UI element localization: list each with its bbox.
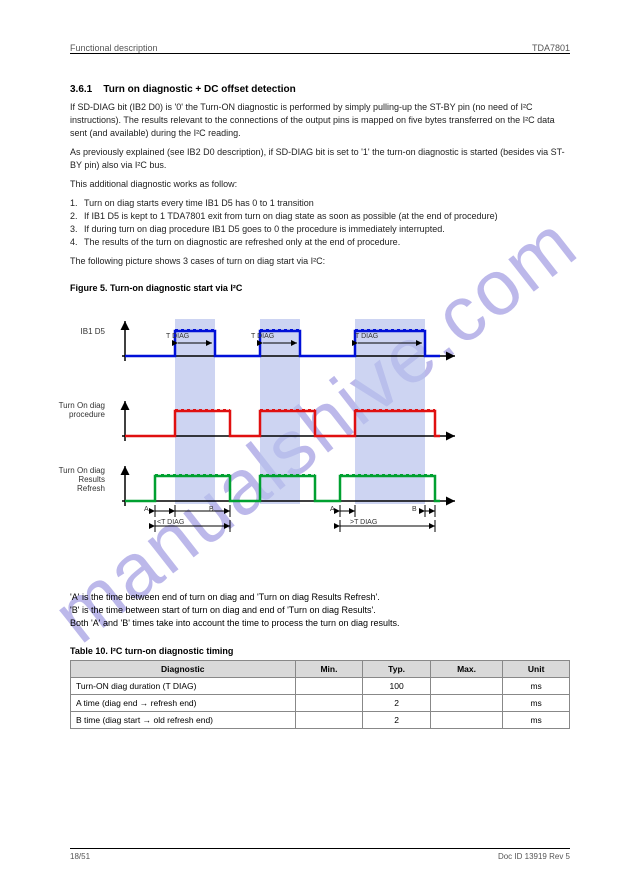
section-title: Turn on diagnostic + DC offset detection xyxy=(103,84,295,95)
section-heading: 3.6.1 Turn on diagnostic + DC offset det… xyxy=(70,84,570,95)
table-cell xyxy=(295,711,363,728)
header-rule xyxy=(70,53,570,54)
table-caption: Table 10. I²C turn-on diagnostic timing xyxy=(70,646,570,656)
bullet: 1. xyxy=(70,197,84,210)
header-left: Functional description xyxy=(70,43,158,53)
table-cell xyxy=(430,677,502,694)
figure-caption: Figure 5. Turn-on diagnostic start via I… xyxy=(70,283,570,293)
table-cell: ms xyxy=(503,677,570,694)
timing-diagram: IB1 D5 Turn On diag procedure Turn On di… xyxy=(110,301,510,581)
table-cell: ms xyxy=(503,694,570,711)
spec-table: DiagnosticMin.Typ.Max.Unit Turn-ON diag … xyxy=(70,660,570,729)
section-number: 3.6.1 xyxy=(70,84,92,95)
table-cell: ms xyxy=(503,711,570,728)
para-1: If SD-DIAG bit (IB2 D0) is '0' the Turn-… xyxy=(70,101,570,140)
table-cell: B time (diag start → old refresh end) xyxy=(71,711,296,728)
table-row: A time (diag end → refresh end) 2 ms xyxy=(71,694,570,711)
table-cell xyxy=(295,694,363,711)
table-header: Max. xyxy=(430,660,502,677)
table-cell: Turn-ON diag duration (T DIAG) xyxy=(71,677,296,694)
a-label-1: A xyxy=(144,506,149,513)
table-header: Unit xyxy=(503,660,570,677)
note-b: 'B' is the time between start of turn on… xyxy=(70,604,570,617)
tdiag-label-2: T DIAG xyxy=(251,333,274,340)
table-header: Min. xyxy=(295,660,363,677)
tdiag-label-3: T DIAG xyxy=(355,333,378,340)
body-copy: If SD-DIAG bit (IB2 D0) is '0' the Turn-… xyxy=(70,101,570,269)
footer-right: Doc ID 13919 Rev 5 xyxy=(498,852,570,861)
a-label-2: A xyxy=(330,506,335,513)
table-header: Diagnostic xyxy=(71,660,296,677)
header-right: TDA7801 xyxy=(532,43,570,53)
table-cell: 2 xyxy=(363,711,430,728)
bullet: 3. xyxy=(70,223,84,236)
bullet: 2. xyxy=(70,210,84,223)
table-cell xyxy=(295,677,363,694)
gt-tdiag-label: >T DIAG xyxy=(350,519,377,526)
page-header: Functional description TDA7801 xyxy=(70,43,570,53)
table-cell: 100 xyxy=(363,677,430,694)
list-item: The results of the turn on diagnostic ar… xyxy=(84,236,400,249)
bullet: 4. xyxy=(70,236,84,249)
table-cell xyxy=(430,694,502,711)
figure-notes: 'A' is the time between end of turn on d… xyxy=(70,591,570,630)
signal-label-1: IB1 D5 xyxy=(50,327,105,336)
page-footer: 18/51 Doc ID 13919 Rev 5 xyxy=(70,848,570,861)
table-row: B time (diag start → old refresh end) 2 ms xyxy=(71,711,570,728)
footer-left: 18/51 xyxy=(70,852,90,861)
lt-tdiag-label: <T DIAG xyxy=(157,519,184,526)
note-c: Both 'A' and 'B' times take into account… xyxy=(70,617,570,630)
b-label-1: B xyxy=(209,506,214,513)
table-cell: 2 xyxy=(363,694,430,711)
figure-caption-text: Figure 5. Turn-on diagnostic start via I… xyxy=(70,283,242,293)
signal-label-2: Turn On diag procedure xyxy=(50,401,105,419)
list-item: Turn on diag starts every time IB1 D5 ha… xyxy=(84,197,314,210)
b-label-2: B xyxy=(412,506,417,513)
table-cell: A time (diag end → refresh end) xyxy=(71,694,296,711)
page-content: Functional description TDA7801 3.6.1 Tur… xyxy=(70,40,570,729)
list-item: If during turn on diag procedure IB1 D5 … xyxy=(84,223,445,236)
table-cell xyxy=(430,711,502,728)
para-3: This additional diagnostic works as foll… xyxy=(70,178,570,191)
note-a: 'A' is the time between end of turn on d… xyxy=(70,591,570,604)
table-row: Turn-ON diag duration (T DIAG) 100 ms xyxy=(71,677,570,694)
tdiag-label-1: T DIAG xyxy=(166,333,189,340)
para-4: The following picture shows 3 cases of t… xyxy=(70,255,570,268)
table-caption-text: Table 10. I²C turn-on diagnostic timing xyxy=(70,646,233,656)
para-2: As previously explained (see IB2 D0 desc… xyxy=(70,146,570,172)
table-header: Typ. xyxy=(363,660,430,677)
signal-label-3: Turn On diag Results Refresh xyxy=(50,466,105,493)
list-item: If IB1 D5 is kept to 1 TDA7801 exit from… xyxy=(84,210,498,223)
